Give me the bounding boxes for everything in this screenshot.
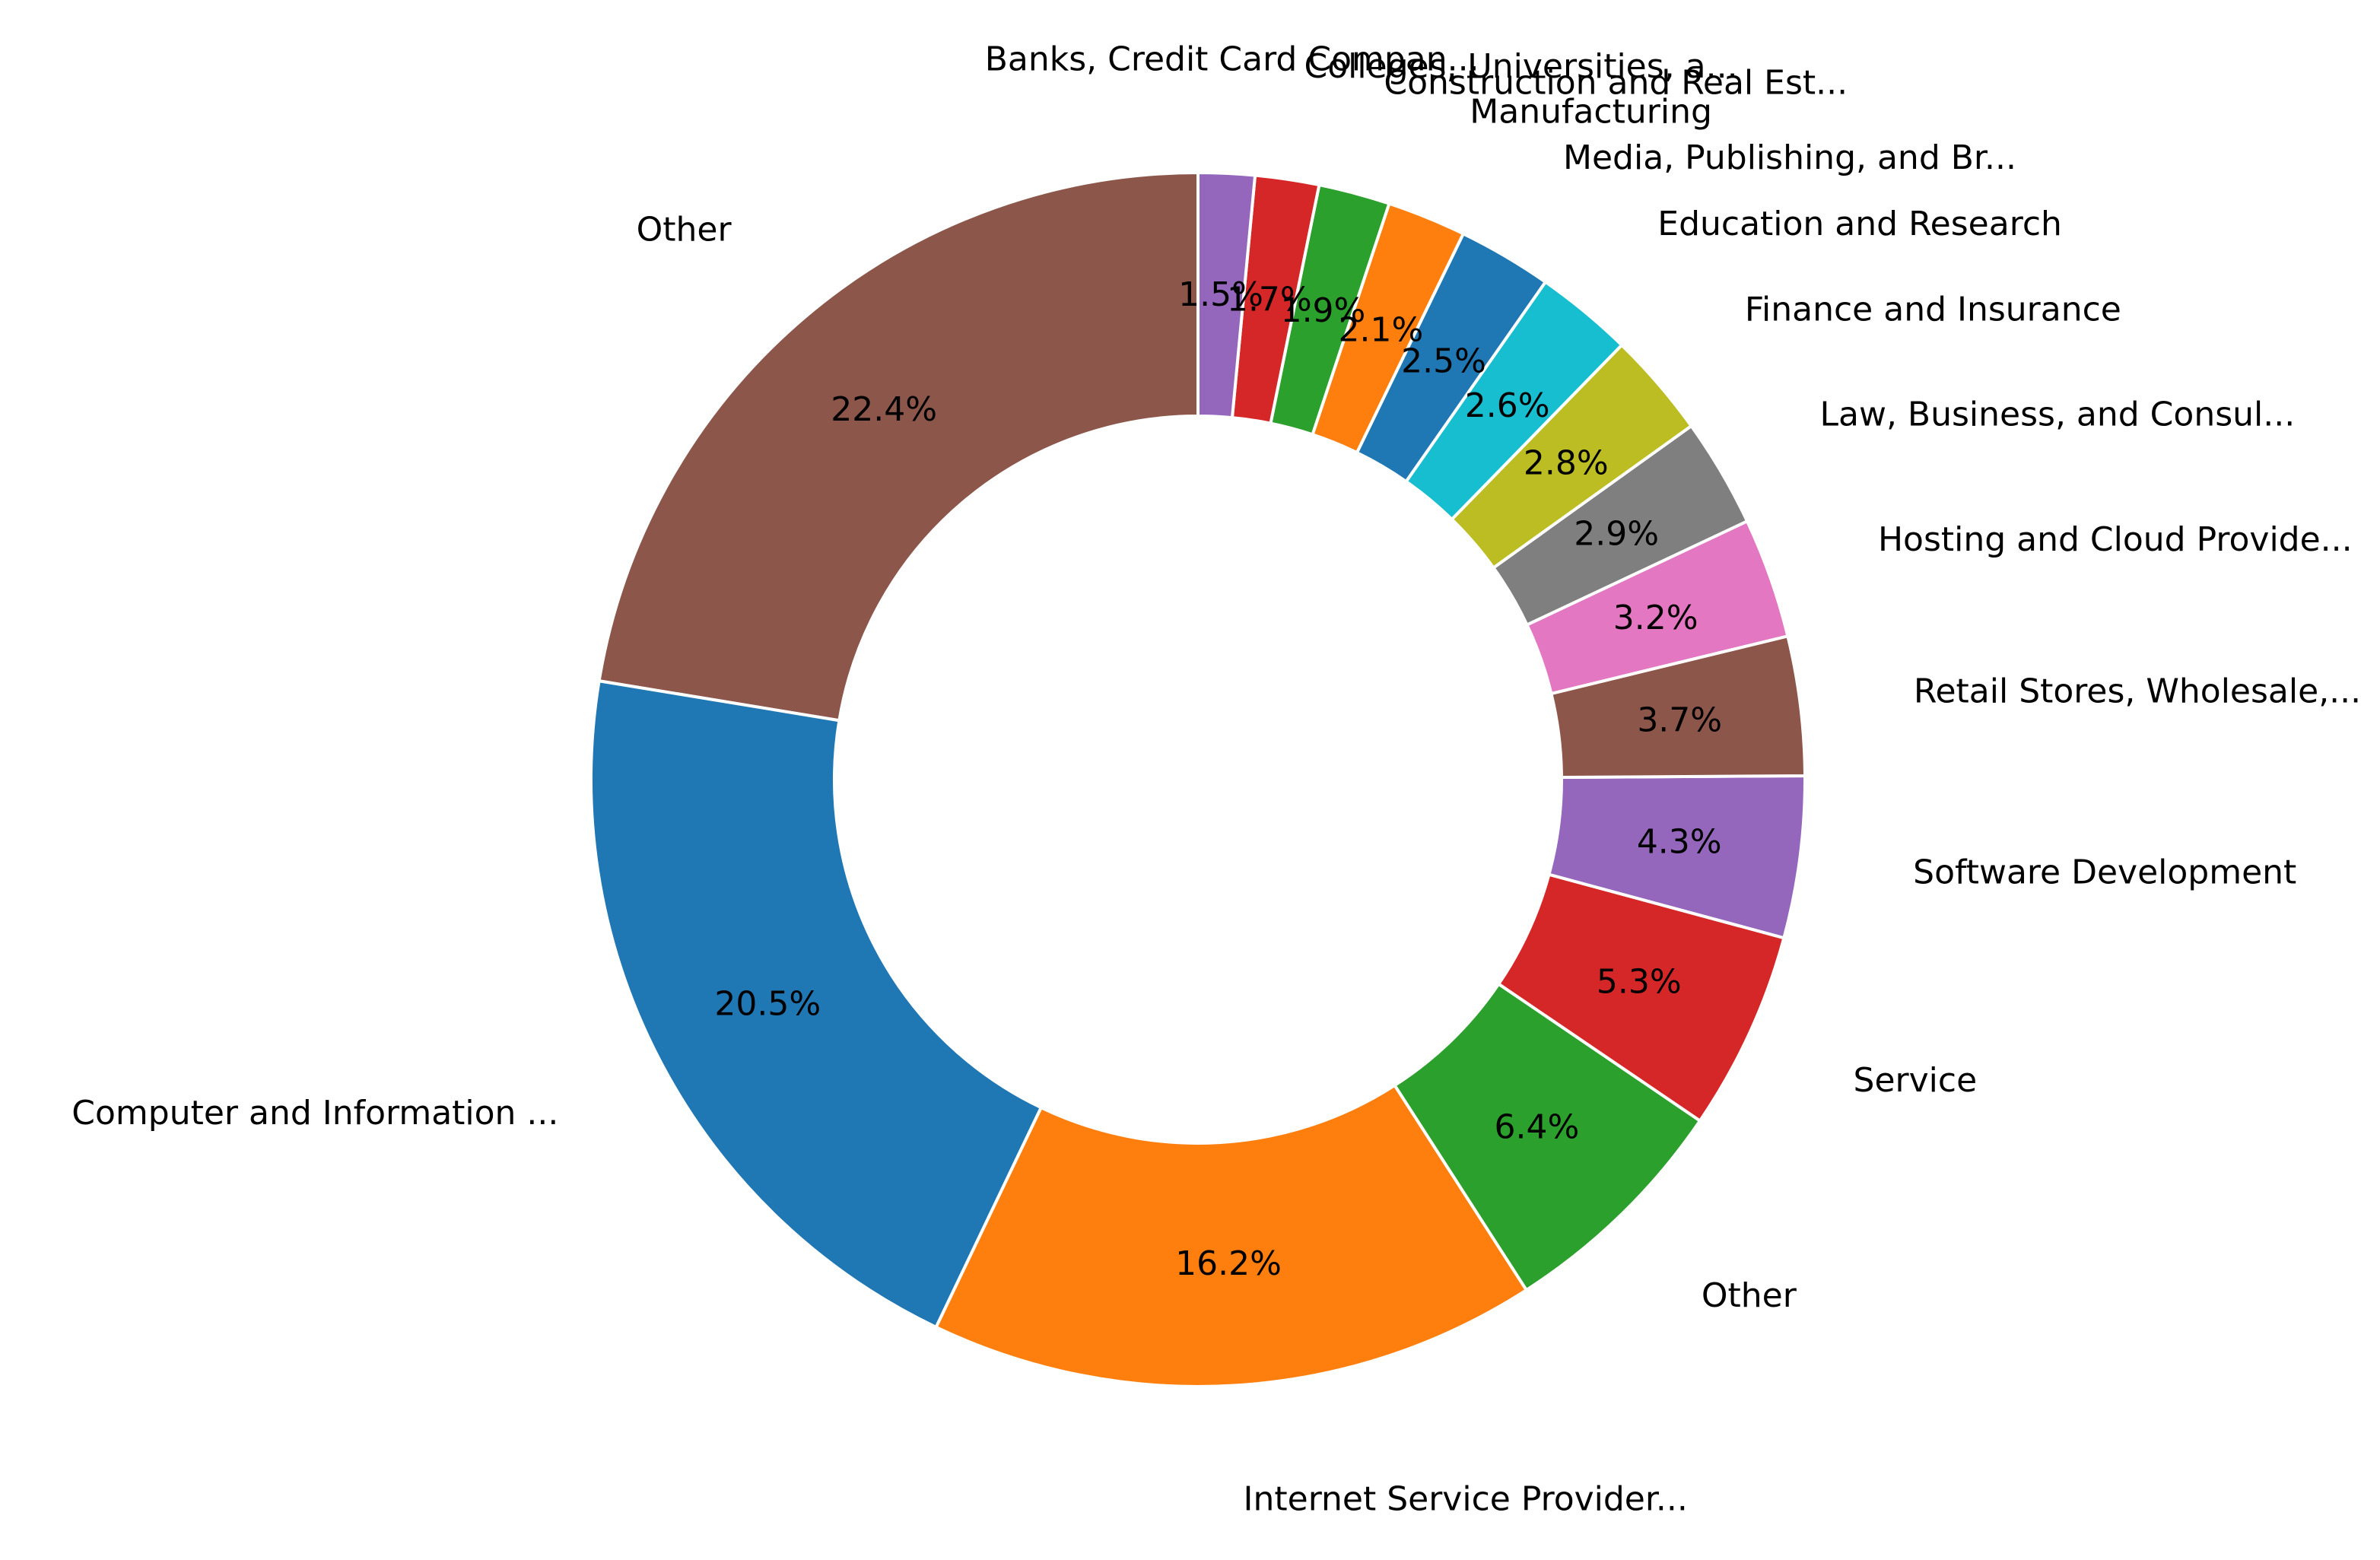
category-label-6: Software Development	[1913, 853, 2296, 891]
percent-label-7: 3.7%	[1637, 701, 1722, 740]
percent-label-5: 5.3%	[1597, 963, 1682, 1002]
category-label-12: Media, Publishing, and Br...	[1563, 138, 2016, 177]
percent-label-8: 3.2%	[1613, 599, 1698, 637]
category-label-11: Education and Research	[1657, 205, 2062, 243]
percent-label-4: 6.4%	[1495, 1107, 1580, 1146]
category-label-10: Finance and Insurance	[1745, 291, 2121, 329]
category-label-8: Hosting and Cloud Provide...	[1878, 520, 2353, 559]
category-label-2: Computer and Information ...	[71, 1094, 558, 1133]
category-label-15: Colleges, Universities, a...	[1304, 47, 1737, 86]
category-label-16: Banks, Credit Card Compan...	[985, 40, 1479, 79]
percent-label-9: 2.9%	[1574, 514, 1659, 553]
percent-label-16: 1.5%	[1178, 275, 1263, 314]
percent-label-group: 22.4% 20.5% 16.2% 6.4% 5.3% 4.3% 3.7% 3.2% 2.9% 2…	[714, 275, 1722, 1283]
category-label-13: Manufacturing	[1470, 92, 1712, 131]
category-label-3: Internet Service Provider...	[1244, 1480, 1688, 1519]
slice-group	[589, 170, 1806, 1388]
percent-label-14: 1.9%	[1281, 291, 1366, 330]
slice-16-banks-credit-card-compan	[1196, 170, 1257, 420]
slice-1-other	[597, 170, 1200, 723]
category-label-9: Law, Business, and Consul...	[1819, 395, 2295, 434]
category-label-1: Other	[637, 211, 732, 249]
percent-label-10: 2.8%	[1524, 444, 1609, 483]
percent-label-13: 2.1%	[1339, 311, 1424, 350]
category-label-4: Other	[1702, 1276, 1797, 1315]
category-label-5: Service	[1854, 1061, 1978, 1100]
category-label-14: Construction and Real Est...	[1384, 64, 1848, 103]
percent-label-2: 20.5%	[714, 984, 821, 1023]
slice-2-computer-and-information	[589, 678, 1044, 1330]
category-label-7: Retail Stores, Wholesale,...	[1914, 672, 2361, 711]
percent-label-6: 4.3%	[1637, 822, 1722, 861]
category-label-group: Other Computer and Information ... Interne…	[71, 40, 2361, 1519]
percent-label-11: 2.6%	[1465, 386, 1550, 425]
percent-label-15: 1.7%	[1227, 280, 1312, 319]
percent-label-12: 2.5%	[1401, 342, 1486, 380]
slice-3-internet-service-provider	[934, 1083, 1529, 1388]
percent-label-3: 16.2%	[1175, 1244, 1282, 1283]
percent-label-1: 22.4%	[831, 390, 937, 429]
